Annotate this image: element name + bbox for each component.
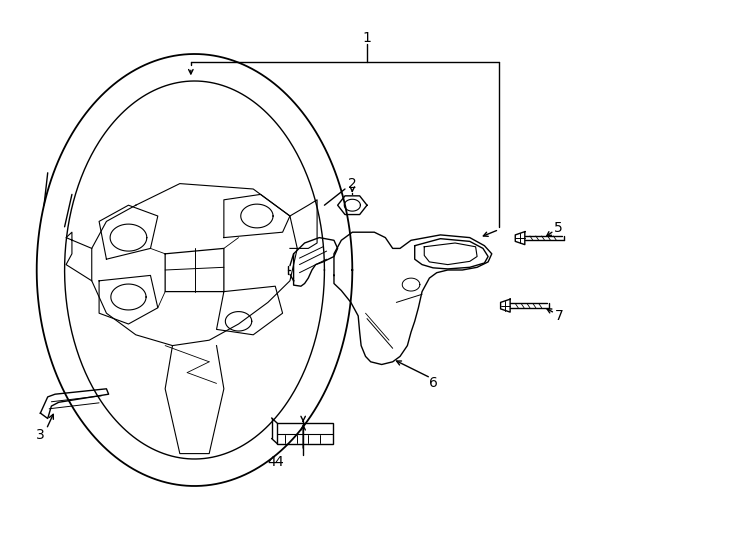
Text: 1: 1 [363, 31, 371, 45]
Text: 7: 7 [555, 309, 564, 323]
Text: 3: 3 [36, 428, 45, 442]
Text: 6: 6 [429, 376, 437, 390]
Bar [277, 423, 333, 444]
Text: 4: 4 [275, 455, 283, 469]
Text: 5: 5 [553, 221, 562, 235]
Text: 2: 2 [348, 177, 357, 191]
Text: 4: 4 [267, 455, 276, 469]
